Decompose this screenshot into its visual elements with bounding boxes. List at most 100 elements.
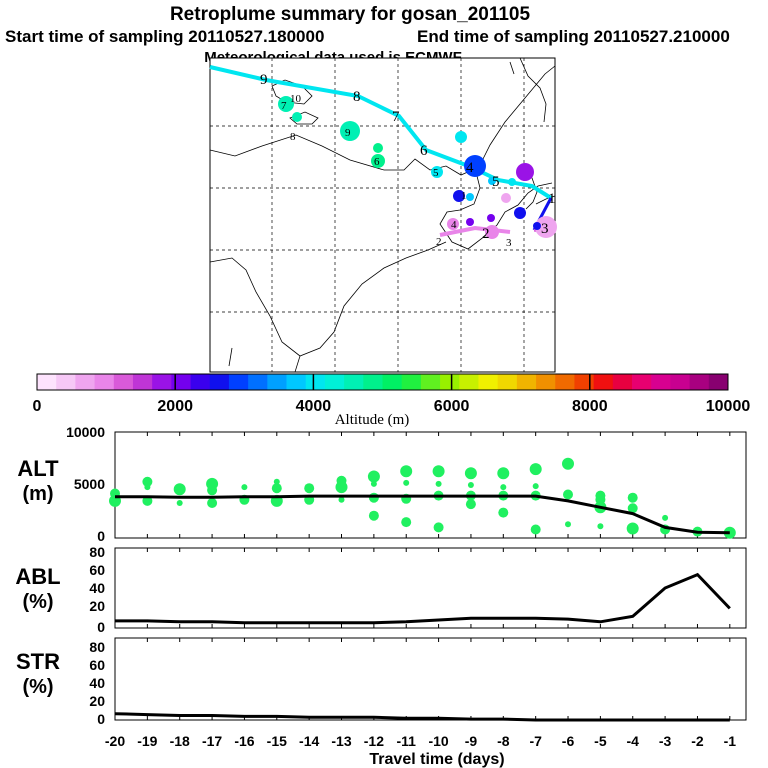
x-tick-label: -14 xyxy=(299,733,319,749)
alt-cluster-point xyxy=(497,467,510,480)
alt-cluster-point xyxy=(273,478,280,485)
cluster-label: 10 xyxy=(290,93,302,105)
cluster-label: 7 xyxy=(281,100,287,112)
end-time-text: End time of sampling 20110527.210000 xyxy=(417,27,730,46)
x-tick-label: -16 xyxy=(234,733,254,749)
colorbar-cell xyxy=(612,374,633,390)
alt-cluster-point xyxy=(563,489,573,500)
x-axis-label: Travel time (days) xyxy=(369,751,504,768)
cluster-circle xyxy=(292,112,302,122)
x-tick-label: -18 xyxy=(170,733,190,749)
colorbar-label: Altitude (m) xyxy=(335,412,410,428)
colorbar-cell xyxy=(113,374,134,390)
day-label: 3 xyxy=(541,221,549,237)
x-tick-label: -3 xyxy=(659,733,672,749)
abl-ytick-label: 0 xyxy=(97,619,105,635)
abl-panel-unit: (%) xyxy=(22,591,53,613)
cluster-circle xyxy=(371,154,385,168)
map-coastlines xyxy=(209,57,556,373)
colorbar-cell xyxy=(516,374,537,390)
cluster-labels: 10 9 8 7 6 5 4 3 2 1 xyxy=(281,93,512,249)
x-tick-label: -15 xyxy=(267,733,287,749)
cluster-circle xyxy=(485,225,499,239)
cluster-circle xyxy=(501,193,511,203)
trajectory-path xyxy=(209,65,553,200)
alt-cluster-point xyxy=(532,483,539,490)
colorbar-cell xyxy=(651,374,671,390)
colorbar-cell xyxy=(171,374,191,390)
alt-cluster-point xyxy=(467,482,474,488)
abl-series-line xyxy=(115,572,731,625)
cluster-circle xyxy=(466,193,474,201)
cluster-circles xyxy=(278,96,557,239)
trajectory-map: 1 2 3 4 5 6 7 8 9 10 9 8 7 6 5 4 3 2 1 xyxy=(209,57,557,373)
cluster-circle xyxy=(535,216,557,238)
alt-ytick-label: 5000 xyxy=(74,476,105,492)
cluster-circle xyxy=(464,155,486,177)
colorbar-cell xyxy=(286,374,307,390)
alt-cluster-point xyxy=(176,500,183,506)
colorbar-cell xyxy=(267,374,287,390)
day-label: 8 xyxy=(353,89,361,105)
cluster-circle xyxy=(455,131,467,143)
altitude-colorbar: 0 2000 4000 6000 8000 10000 Altitude (m) xyxy=(33,373,751,428)
x-tick-label: -11 xyxy=(396,733,416,749)
day-label: 4 xyxy=(466,160,474,176)
abl-ytick-label: 80 xyxy=(89,544,105,560)
cluster-label: 1 xyxy=(461,190,467,202)
alt-cluster-point xyxy=(207,498,218,508)
alt-cluster-point xyxy=(433,522,444,533)
alt-cluster-point xyxy=(500,484,507,491)
alt-cluster-point xyxy=(368,492,379,503)
colorbar-cell xyxy=(420,374,441,390)
colorbar-cell xyxy=(132,374,153,390)
day-label: 2 xyxy=(482,226,490,242)
colorbar-tick-label: 4000 xyxy=(296,398,332,415)
x-tick-label: -10 xyxy=(428,733,448,749)
colorbar-cell xyxy=(37,374,57,390)
cluster-label: 4 xyxy=(451,219,457,231)
colorbar-cell xyxy=(190,374,211,390)
colorbar-cell xyxy=(536,374,556,390)
str-ytick-label: 40 xyxy=(89,675,105,691)
cluster-circle xyxy=(508,178,516,186)
colorbar-tick-label: 2000 xyxy=(157,398,193,415)
colorbar-cell xyxy=(478,374,499,390)
alt-cluster-point xyxy=(304,483,315,494)
colorbar-frame xyxy=(36,373,729,391)
colorbar-cell xyxy=(152,374,172,390)
colorbar-tick-label: 10000 xyxy=(706,398,751,415)
abl-panel-frame xyxy=(114,547,747,629)
colorbar-cell xyxy=(632,374,652,390)
cluster-circle xyxy=(453,190,465,202)
str-ytick-label: 80 xyxy=(89,639,105,655)
x-tick-label: -5 xyxy=(594,733,607,749)
alt-cluster-point xyxy=(367,470,380,483)
alt-panel-frame xyxy=(114,431,747,539)
time-series-panels: ALT (m) ABL (%) STR (%) 10000 5000 0 80 … xyxy=(15,424,747,768)
cluster-label: 8 xyxy=(290,131,296,143)
alt-series-line xyxy=(115,494,730,535)
figure-title: Retroplume summary for gosan_201105 xyxy=(170,4,531,25)
cluster-circle xyxy=(514,207,526,219)
str-ytick-label: 60 xyxy=(89,657,105,673)
alt-cluster-point xyxy=(498,507,509,518)
alt-ytick-label: 10000 xyxy=(66,424,105,440)
cluster-label: 2 xyxy=(436,236,442,248)
str-ytick-label: 0 xyxy=(97,711,105,727)
x-tick-label: -7 xyxy=(529,733,542,749)
abl-ytick-label: 20 xyxy=(89,598,105,614)
cluster-label: 3 xyxy=(506,237,512,249)
x-tick-label: -6 xyxy=(562,733,575,749)
cluster-circle xyxy=(466,218,474,226)
alt-cluster-point xyxy=(565,521,571,528)
colorbar-cell xyxy=(708,374,729,390)
x-tick-label: -2 xyxy=(691,733,704,749)
day-label: 7 xyxy=(392,109,400,125)
str-ytick-label: 20 xyxy=(89,693,105,709)
colorbar-cell xyxy=(670,374,691,390)
colorbar-cell xyxy=(401,374,422,390)
alt-cluster-point xyxy=(206,477,219,490)
day-label: 5 xyxy=(492,174,500,190)
